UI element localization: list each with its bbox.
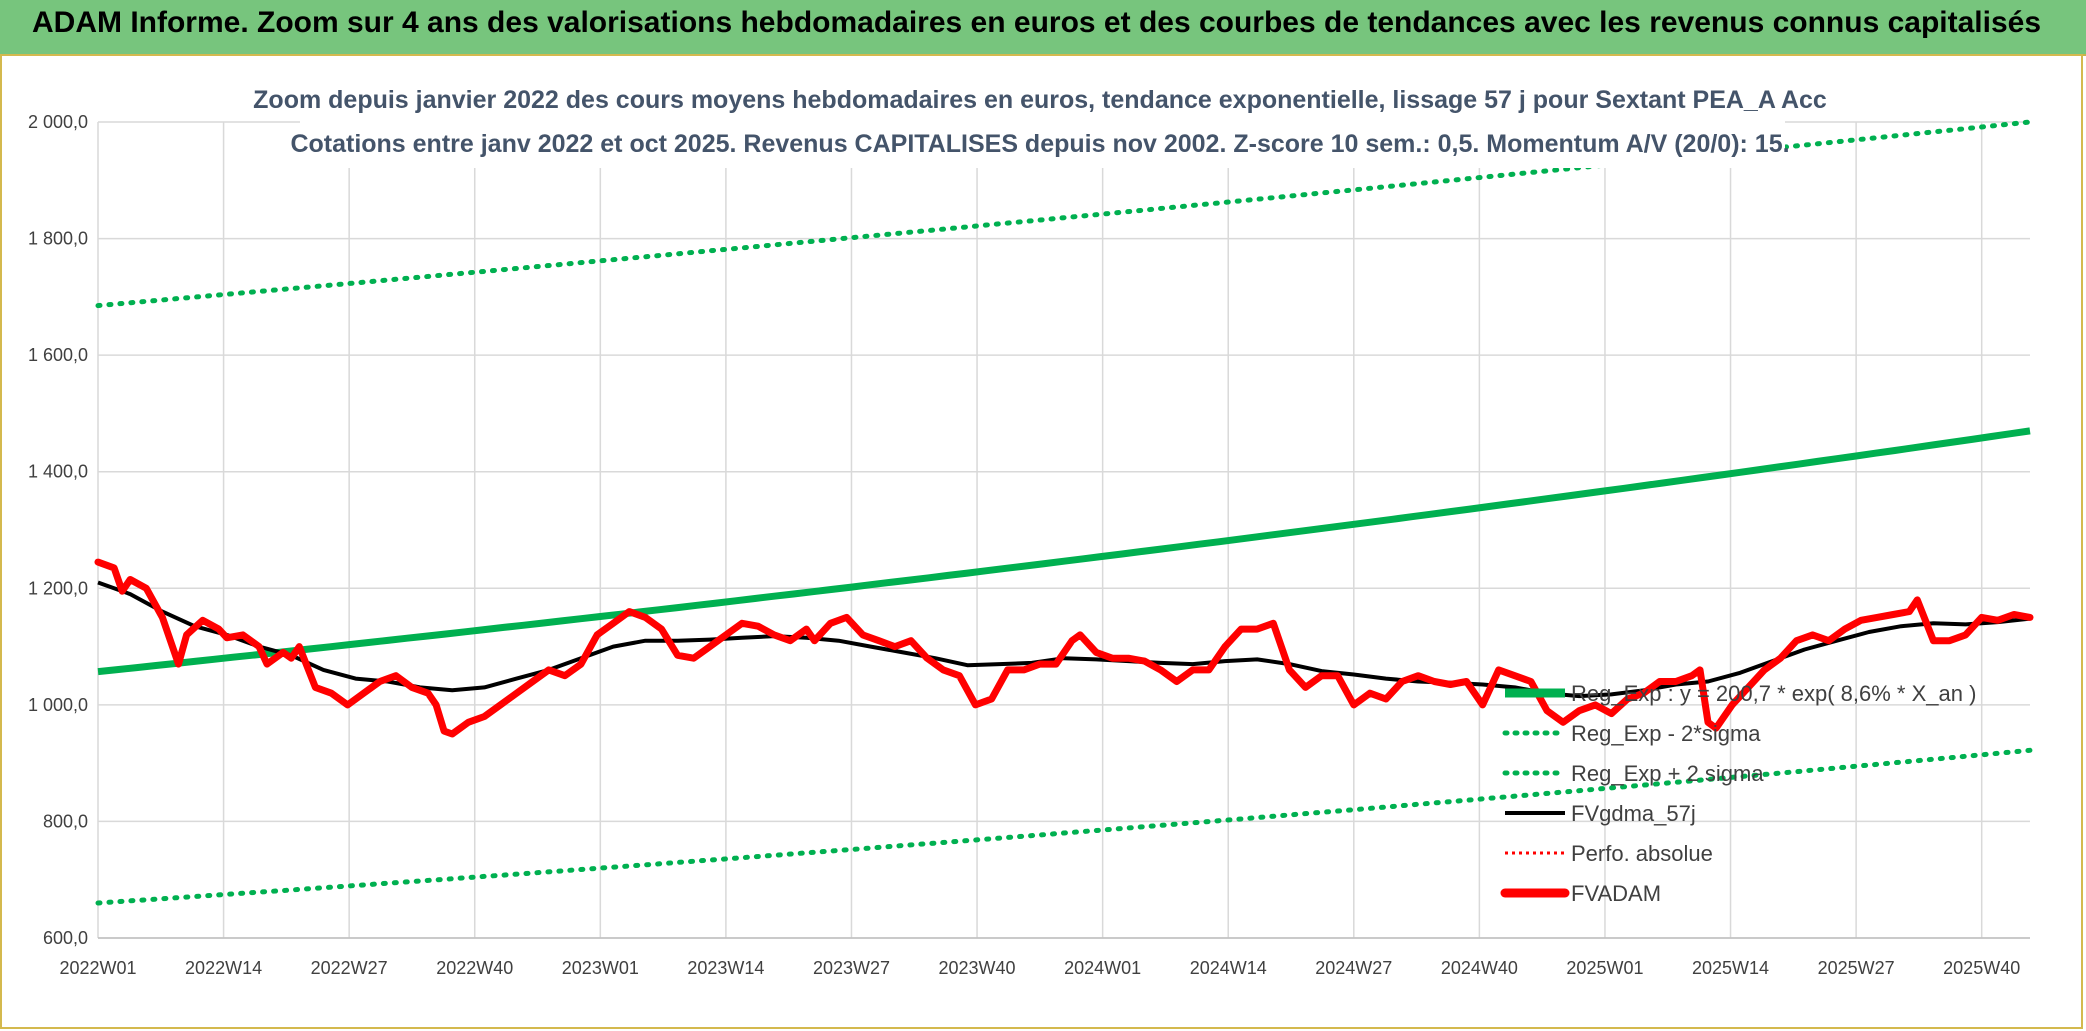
legend: Reg_Exp : y = 200,7 * exp( 8,6% * X_an )…: [1500, 681, 1976, 906]
legend-item: Perfo. absolue: [1505, 841, 1713, 866]
lower-sigma-band: [95, 747, 2033, 906]
chart-title-line-2: Cotations entre janv 2022 et oct 2025. R…: [290, 130, 1789, 158]
x-tick-label: 2025W27: [1818, 958, 1895, 978]
gridlines: [97, 121, 2030, 939]
x-tick-label: 2023W14: [687, 958, 764, 978]
y-tick-label: 1 400,0: [28, 462, 88, 482]
x-tick-label: 2023W40: [939, 958, 1016, 978]
legend-item: Reg_Exp : y = 200,7 * exp( 8,6% * X_an ): [1505, 681, 1976, 706]
legend-label: Perfo. absolue: [1571, 841, 1713, 866]
x-tick-label: 2022W40: [436, 958, 513, 978]
legend-label: FVgdma_57j: [1571, 801, 1696, 826]
x-tick-label: 2024W01: [1064, 958, 1141, 978]
x-tick-label: 2022W14: [185, 958, 262, 978]
fvadam-price-line: [94, 558, 2034, 738]
legend-item: FVgdma_57j: [1505, 801, 1696, 826]
y-tick-label: 1 000,0: [28, 695, 88, 715]
y-tick-label: 600,0: [43, 928, 88, 948]
x-axis: 2022W01 2022W14 2022W27 2022W40 2023W01 2023W…: [59, 958, 2020, 978]
exponential-trend-line: [97, 427, 2031, 676]
title-background: [300, 78, 1785, 168]
y-tick-label: 1 200,0: [28, 578, 88, 598]
x-tick-label: 2024W40: [1441, 958, 1518, 978]
x-tick-label: 2024W14: [1190, 958, 1267, 978]
legend-item: Reg_Exp + 2 sigma: [1502, 761, 1764, 786]
chart-title-line-1: Zoom depuis janvier 2022 des cours moyen…: [253, 86, 1827, 114]
legend-label: Reg_Exp : y = 200,7 * exp( 8,6% * X_an ): [1571, 681, 1976, 706]
report-title: ADAM Informe. Zoom sur 4 ans des valoris…: [32, 6, 2042, 39]
y-tick-label: 2 000,0: [28, 112, 88, 132]
legend-item: Reg_Exp - 2*sigma: [1502, 721, 1761, 746]
x-tick-label: 2023W01: [562, 958, 639, 978]
x-tick-label: 2022W01: [59, 958, 136, 978]
y-tick-label: 800,0: [43, 811, 88, 831]
x-tick-label: 2022W27: [311, 958, 388, 978]
legend-label: FVADAM: [1571, 881, 1661, 906]
trend-layer: [97, 427, 2031, 676]
title-banner: ADAM Informe. Zoom sur 4 ans des valoris…: [0, 0, 2086, 56]
y-tick-label: 1 800,0: [28, 229, 88, 249]
chart-frame: [0, 54, 2083, 1029]
x-tick-label: 2023W27: [813, 958, 890, 978]
y-tick-label: 1 600,0: [28, 345, 88, 365]
x-tick-label: 2025W01: [1566, 958, 1643, 978]
x-tick-label: 2024W27: [1315, 958, 1392, 978]
price-layer: [94, 558, 2034, 738]
x-tick-label: 2025W40: [1943, 958, 2020, 978]
legend-label: Reg_Exp + 2 sigma: [1571, 761, 1764, 786]
legend-label: Reg_Exp - 2*sigma: [1571, 721, 1761, 746]
legend-item: FVADAM: [1500, 881, 1661, 906]
x-tick-label: 2025W14: [1692, 958, 1769, 978]
y-axis: 600,0 800,0 1 000,0 1 200,0 1 400,0 1 600,0 1 …: [28, 112, 88, 948]
